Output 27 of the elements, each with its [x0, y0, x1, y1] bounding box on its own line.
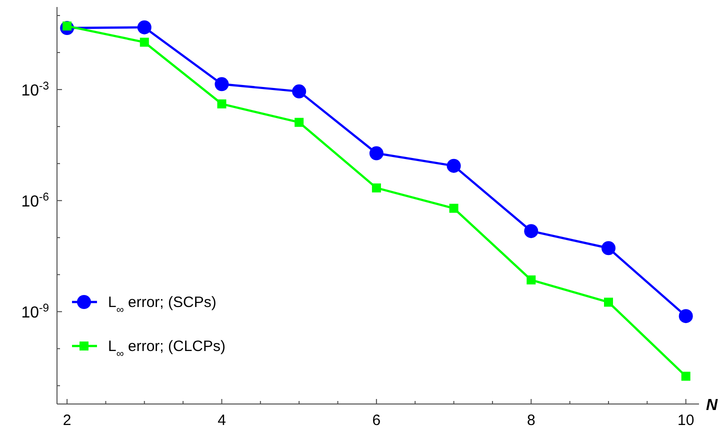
- x-tick-label: 4: [218, 412, 226, 429]
- y-tick-label: 10$^{-6}$: [21, 192, 49, 211]
- point: [140, 38, 149, 47]
- point: [372, 183, 381, 192]
- x-tick-label: 2: [62, 412, 72, 429]
- point: [214, 77, 229, 92]
- x-tick-label: 10: [678, 412, 694, 429]
- point: [524, 224, 538, 238]
- point: [292, 84, 306, 98]
- point: [217, 99, 226, 108]
- legend-label: L$_{∞}$ error; (CLCPs): [108, 338, 226, 360]
- point: [526, 275, 536, 284]
- point: [602, 241, 616, 256]
- point: [446, 158, 461, 173]
- legend-label: L$_{∞}$ error; (SCPs): [108, 294, 216, 316]
- y-tick-label: 10$^{-9}$: [21, 302, 49, 322]
- point: [137, 20, 152, 34]
- point: [678, 309, 693, 324]
- x-tick-label: 6: [372, 412, 381, 429]
- point: [294, 118, 304, 127]
- point: [449, 204, 458, 213]
- y-tick-label: 10$^{-3}$: [21, 80, 49, 100]
- point: [604, 298, 613, 307]
- point: [681, 372, 690, 381]
- x-tick-label: 8: [526, 412, 536, 429]
- point: [369, 146, 384, 160]
- x-axis-title: N: [706, 397, 718, 414]
